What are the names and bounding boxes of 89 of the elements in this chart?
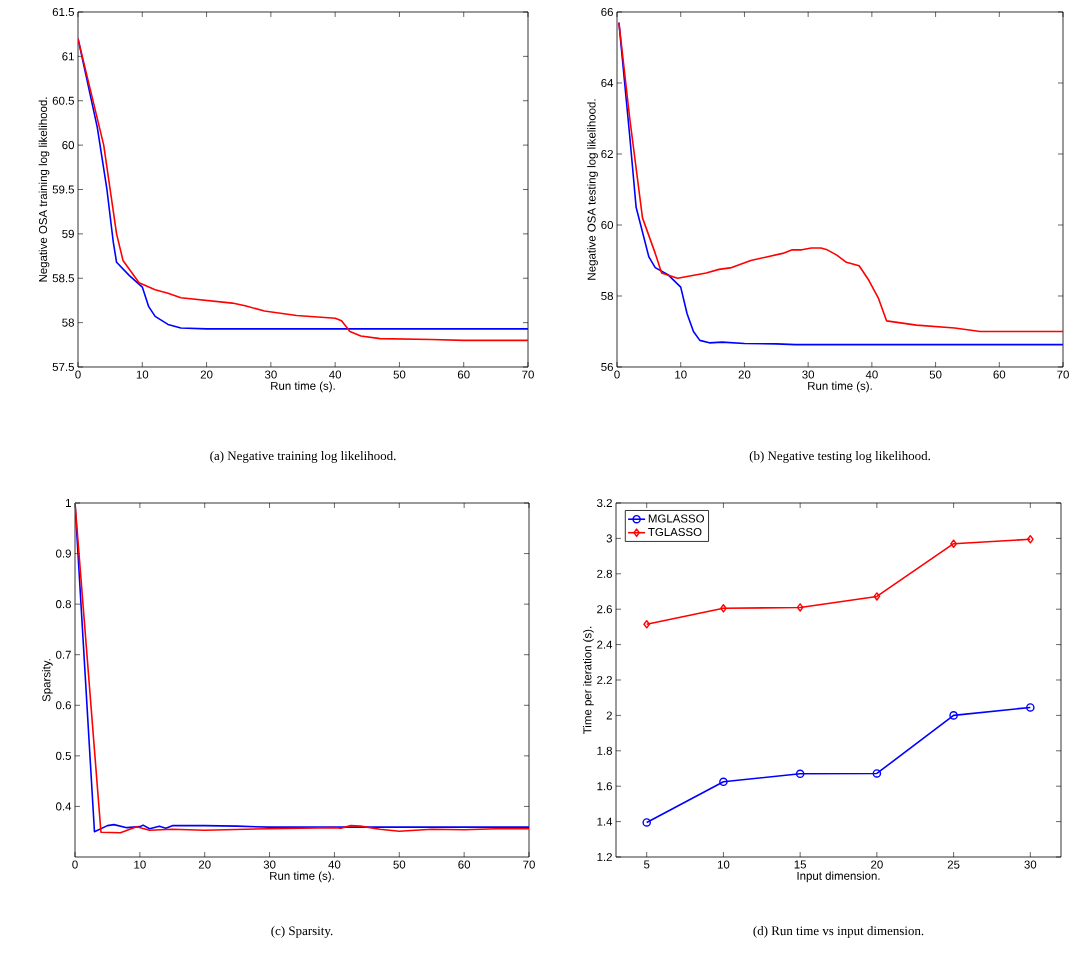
y-tick-label: 59.5 (52, 185, 74, 194)
y-tick-label: 0.5 (56, 751, 71, 760)
x-tick-label: 70 (1057, 370, 1069, 379)
x-tick-label: 25 (947, 860, 960, 869)
x-axis-title: Run time (s). (270, 871, 334, 883)
y-axis-title: Negative OSA training log likelihood. (38, 97, 50, 282)
y-tick-label: 59 (62, 229, 74, 238)
x-tick-label: 40 (328, 860, 341, 869)
text: (c) Sparsity. (271, 926, 333, 938)
y-tick-label: 2.8 (597, 569, 612, 578)
x-tick-label: 60 (458, 860, 471, 869)
y-axis-title: Sparsity. (42, 659, 53, 702)
x-tick-label: 10 (134, 860, 146, 869)
y-tick-label: 0.4 (56, 802, 72, 811)
y-tick-label: 3.2 (597, 498, 612, 508)
x-tick-label: 50 (929, 370, 942, 379)
x-tick-label: 20 (871, 860, 883, 869)
point (720, 604, 727, 613)
x-tick-label: 50 (393, 370, 406, 379)
x-tick-label: 50 (393, 860, 406, 869)
y-tick-label: 61.5 (52, 7, 74, 17)
y-tick-label: 66 (601, 7, 613, 17)
legend-label: TGLASSO (648, 527, 702, 537)
x-axis-title: Input dimension. (797, 871, 880, 883)
legend-label: MGLASSO (648, 514, 705, 523)
y-tick-label: 58 (62, 318, 74, 327)
y-tick-label: 0.7 (56, 650, 71, 659)
x-tick-label: 20 (198, 860, 211, 869)
y-tick-label: 1.6 (597, 782, 612, 791)
y-tick-label: 0.9 (56, 549, 71, 558)
y-tick-label: 58.5 (52, 274, 74, 283)
y-tick-label: 64 (601, 78, 614, 88)
x-tick-label: 30 (264, 370, 277, 379)
y-tick-label: 58 (601, 291, 613, 301)
x-tick-label: 30 (802, 370, 815, 379)
x-tick-label: 0 (72, 860, 78, 869)
x-axis-title: Run time (s). (808, 381, 872, 393)
y-tick-label: 60.5 (52, 96, 74, 105)
y-tick-label: 2.6 (597, 605, 612, 614)
point (643, 619, 651, 629)
point (642, 818, 651, 827)
y-tick-label: 57.5 (52, 363, 74, 371)
x-tick-label: 40 (329, 370, 342, 379)
x-tick-label: 0 (614, 370, 620, 379)
y-tick-label: 2 (606, 711, 612, 720)
y-tick-label: 2.4 (597, 640, 613, 649)
x-tick-label: 15 (794, 860, 807, 869)
point (950, 539, 957, 548)
y-tick-label: 0.6 (56, 701, 71, 710)
x-tick-label: 40 (865, 370, 878, 379)
x-axis-title: Run time (s). (271, 381, 335, 393)
y-tick-label: 60 (601, 220, 614, 230)
x-tick-label: 5 (643, 860, 650, 869)
point (795, 769, 805, 779)
y-axis-title: Time per iteration (s). (583, 626, 594, 734)
point (719, 777, 728, 787)
y-tick-label: 62 (601, 149, 613, 159)
x-tick-label: 10 (675, 370, 687, 379)
y-tick-label: 60 (62, 141, 75, 150)
x-tick-label: 30 (263, 860, 276, 869)
point (1026, 535, 1034, 544)
y-axis-title: Negative OSA testing log likelihood. (587, 99, 598, 280)
x-tick-label: 70 (523, 860, 535, 869)
x-tick-label: 10 (136, 370, 149, 379)
x-tick-label: 20 (738, 370, 751, 379)
y-tick-label: 56 (601, 362, 613, 372)
x-tick-label: 70 (522, 370, 534, 379)
text: (d) Run time vs input dimension. (753, 926, 924, 938)
x-tick-label: 30 (1024, 860, 1037, 869)
y-tick-label: 3 (606, 534, 612, 543)
y-tick-label: 2.2 (597, 676, 612, 684)
x-tick-label: 10 (717, 860, 730, 869)
text: (b) Negative testing log likelihood. (749, 451, 931, 463)
point (873, 592, 881, 601)
x-tick-label: 20 (200, 370, 213, 379)
point (796, 603, 804, 612)
y-tick-label: 1.4 (597, 817, 613, 826)
y-tick-label: 0.8 (56, 600, 71, 609)
point (949, 711, 958, 720)
x-tick-label: 60 (993, 370, 1006, 379)
y-tick-label: 1 (65, 499, 71, 507)
y-tick-label: 1.8 (597, 746, 612, 755)
point (1026, 703, 1035, 712)
point (872, 769, 882, 778)
x-tick-label: 60 (457, 370, 470, 379)
x-tick-label: 0 (75, 370, 81, 379)
y-tick-label: 61 (62, 52, 74, 61)
text: (a) Negative training log likelihood. (210, 451, 396, 463)
y-tick-label: 1.2 (597, 853, 612, 861)
